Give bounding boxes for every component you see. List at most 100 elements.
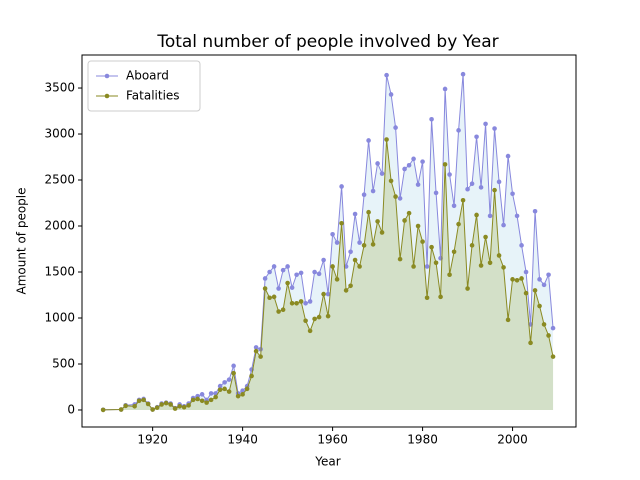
y-tick-label: 500 [52, 356, 75, 370]
point [307, 328, 313, 334]
point [352, 211, 358, 217]
point [100, 407, 106, 413]
y-tick-label: 3000 [44, 127, 75, 141]
point [442, 162, 448, 167]
point [321, 291, 326, 297]
legend-marker [104, 93, 110, 99]
point [217, 387, 223, 393]
point [546, 272, 551, 278]
point [370, 188, 376, 194]
point [361, 243, 367, 248]
point [330, 231, 335, 237]
point [208, 391, 214, 396]
point [420, 239, 425, 244]
axes-frame [81, 54, 577, 428]
point [199, 392, 205, 397]
point [231, 370, 236, 376]
point [262, 276, 268, 281]
point [123, 403, 128, 409]
point [447, 172, 452, 177]
point [271, 294, 277, 300]
point [429, 116, 434, 122]
point [433, 190, 439, 196]
point [406, 210, 412, 216]
legend-label: Fatalities [126, 89, 180, 103]
point [280, 307, 286, 313]
point [172, 406, 178, 411]
y-tick-label: 2000 [44, 219, 75, 233]
point [325, 291, 331, 297]
y-axis-label: Amount of people [15, 187, 29, 294]
point [334, 240, 340, 245]
point [456, 128, 461, 133]
point [253, 345, 259, 350]
point [330, 264, 335, 269]
point [370, 242, 376, 247]
point [442, 86, 448, 92]
point [307, 299, 313, 304]
y-tick-label: 3500 [44, 81, 75, 95]
point [325, 313, 331, 319]
point [348, 249, 353, 255]
point [550, 325, 556, 331]
point [546, 333, 551, 338]
point [492, 187, 497, 193]
point [510, 191, 515, 197]
point [366, 209, 371, 215]
point [217, 383, 223, 389]
point [519, 243, 524, 248]
point [271, 264, 277, 269]
point [190, 397, 196, 403]
point [415, 182, 421, 187]
x-tick-label: 1960 [317, 433, 348, 447]
point [136, 398, 142, 404]
point [496, 253, 502, 258]
point [240, 388, 245, 393]
point [537, 303, 542, 309]
point [478, 185, 484, 190]
point [303, 318, 308, 324]
point [492, 126, 497, 131]
point [276, 286, 281, 291]
point [433, 260, 439, 266]
point [483, 234, 488, 240]
point [267, 269, 272, 275]
point [231, 363, 236, 369]
point [195, 396, 200, 402]
point [456, 221, 461, 227]
point [289, 300, 295, 306]
point [510, 277, 515, 282]
y-tick-label: 1500 [44, 265, 75, 279]
point [339, 184, 344, 189]
legend-marker [104, 73, 110, 79]
point [397, 256, 403, 262]
point [411, 264, 416, 269]
area [103, 139, 554, 410]
point [465, 286, 470, 291]
point [514, 213, 520, 219]
point [226, 389, 232, 394]
point [163, 400, 169, 406]
point [514, 277, 520, 283]
point [460, 197, 466, 203]
point [460, 71, 466, 77]
point [402, 166, 407, 172]
point [361, 192, 367, 198]
point [118, 407, 124, 412]
legend-label: Aboard [126, 69, 169, 83]
point [303, 300, 308, 306]
x-axis-label: Year [314, 455, 340, 469]
chart-title: Total number of people involved by Year [156, 32, 498, 52]
point [298, 270, 304, 276]
point [316, 271, 322, 277]
point [451, 203, 457, 209]
x-tick-label: 1920 [137, 433, 168, 447]
point [424, 295, 430, 301]
point [226, 377, 232, 382]
point [474, 134, 479, 140]
point [501, 265, 506, 270]
point [357, 240, 362, 245]
point [159, 402, 164, 407]
point [253, 348, 259, 354]
